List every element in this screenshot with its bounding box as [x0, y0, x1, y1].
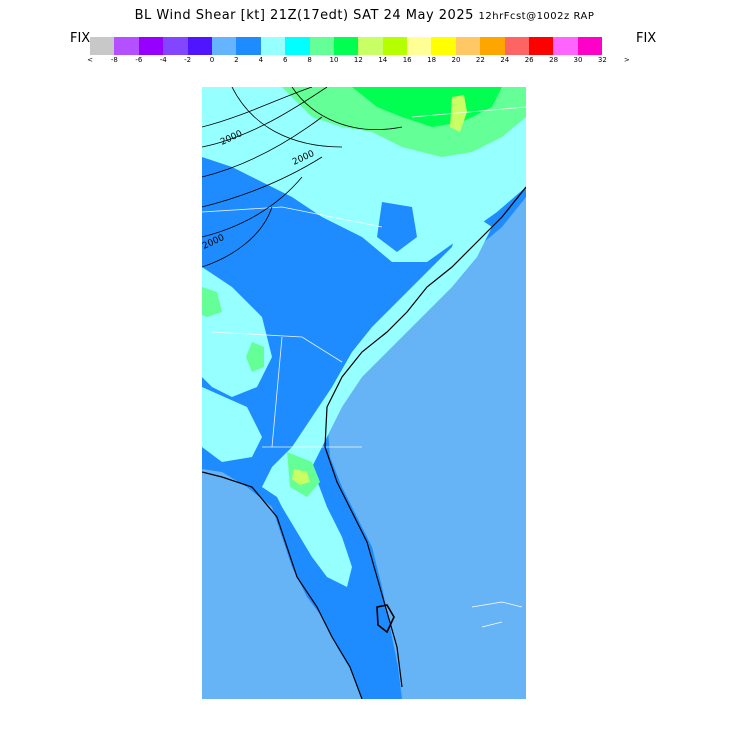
color-scale-tick: 32	[597, 56, 607, 64]
map-title: BL Wind Shear [kt] 21Z(17edt) SAT 24 May…	[0, 8, 729, 23]
color-swatch	[358, 37, 383, 55]
color-swatch	[187, 37, 212, 55]
contour-lines	[202, 87, 403, 268]
color-swatch	[455, 37, 481, 55]
color-swatch	[480, 37, 505, 55]
color-swatch	[407, 37, 432, 55]
color-scale-tick: 18	[427, 56, 437, 64]
color-scale-tick: -4	[159, 56, 167, 64]
shear-zone-blue-ga	[274, 322, 317, 362]
color-scale-tick: 20	[451, 56, 461, 64]
color-swatch	[114, 37, 139, 55]
color-scale-tick: 14	[378, 56, 388, 64]
color-scale-tick: -8	[110, 56, 118, 64]
color-scale-tick: 28	[549, 56, 559, 64]
shear-zone-peak-fl	[292, 469, 310, 485]
color-swatch	[309, 37, 334, 55]
color-scale-tick: 30	[573, 56, 583, 64]
color-swatch	[529, 37, 554, 55]
color-scale-tick: -2	[184, 56, 192, 64]
title-forecast: 12hrFcst@1002z RAP	[478, 11, 595, 22]
color-swatch	[285, 37, 310, 55]
shear-zone-cyan-gulf	[202, 387, 262, 462]
color-scale-tick: 24	[500, 56, 510, 64]
color-swatch	[577, 37, 603, 55]
coastline	[202, 186, 526, 699]
legend-fix-right: FIX	[636, 31, 657, 46]
legend-fix-left: FIX	[70, 31, 91, 46]
state-boundaries	[202, 106, 526, 448]
color-swatch	[163, 37, 188, 55]
shear-zone-green-ms	[246, 342, 264, 372]
lake-outline	[376, 604, 395, 634]
shear-zone-cyan-peninsula	[272, 457, 352, 587]
shear-zone-peak-va	[450, 95, 467, 132]
color-swatch	[211, 37, 237, 55]
color-scale-bar	[90, 37, 603, 55]
color-swatch	[138, 37, 164, 55]
color-swatch	[553, 37, 578, 55]
color-swatch	[504, 37, 530, 55]
color-scale-tick: 26	[524, 56, 534, 64]
color-scale-tick: 16	[402, 56, 412, 64]
color-scale-tick: 22	[475, 56, 485, 64]
shear-zone-cyan-coast	[262, 207, 492, 497]
color-scale-tick: <	[87, 56, 93, 64]
color-swatch	[333, 37, 359, 55]
color-scale-tick: 6	[282, 56, 288, 64]
color-scale-tick: 4	[258, 56, 264, 64]
shear-zone-green-west	[202, 287, 222, 317]
color-scale-tick: 10	[329, 56, 339, 64]
color-swatch	[236, 37, 261, 55]
color-scale-tick: -6	[135, 56, 143, 64]
wind-shear-map: 2000 2000 2000	[202, 87, 526, 699]
color-scale-tick: 0	[209, 56, 215, 64]
shear-zone-blue-sc	[377, 202, 417, 252]
color-scale-tick: 8	[307, 56, 312, 64]
color-scale-tick: 2	[234, 56, 239, 64]
color-swatch	[431, 37, 456, 55]
color-swatch	[90, 37, 115, 55]
color-scale-tick: >	[623, 56, 630, 64]
color-scale-tick: 12	[353, 56, 363, 64]
title-main: BL Wind Shear [kt] 21Z(17edt) SAT 24 May…	[134, 8, 474, 23]
bahamas-outline	[471, 601, 523, 628]
color-swatch	[382, 37, 408, 55]
color-swatch	[260, 37, 286, 55]
color-scale-ticks: < -8 -6 -4 -2 0 2 4 6 8 10 12 14 16 18 20 22 24 26 28 30 32 >	[82, 56, 646, 66]
